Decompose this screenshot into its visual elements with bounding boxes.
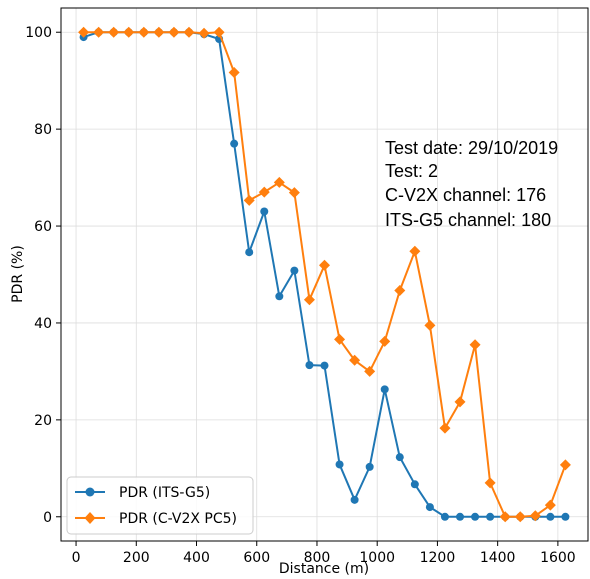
x-tick-label: 200 <box>123 550 150 566</box>
data-point <box>559 459 571 471</box>
data-point <box>364 365 376 377</box>
data-point <box>153 26 165 38</box>
data-point <box>439 422 451 434</box>
data-point <box>305 361 314 370</box>
data-point <box>319 259 330 271</box>
annotation-block: Test date: 29/10/2019 Test: 2 C-V2X chan… <box>385 138 558 230</box>
plot-frame <box>60 7 589 542</box>
legend-box <box>66 476 254 535</box>
data-point <box>243 194 255 206</box>
data-point <box>138 26 150 38</box>
x-tick-label: 400 <box>183 550 210 566</box>
x-tick-label: 0 <box>72 550 81 566</box>
legend-label-its-g5: PDR (ITS-G5) <box>119 485 210 501</box>
data-point <box>471 512 480 521</box>
data-point <box>273 176 285 188</box>
data-point <box>514 511 526 523</box>
x-tick-label: 800 <box>304 550 331 566</box>
data-point <box>379 335 391 347</box>
data-point <box>486 512 495 521</box>
data-point <box>334 333 346 345</box>
data-point <box>409 245 421 257</box>
data-point <box>213 26 225 38</box>
data-point <box>230 139 239 148</box>
y-tick-label: 0 <box>43 510 52 526</box>
data-point <box>228 66 240 78</box>
data-point <box>499 511 511 523</box>
grid <box>61 8 588 541</box>
data-point <box>245 248 254 257</box>
data-point <box>380 385 389 394</box>
y-tick-label: 60 <box>34 219 52 235</box>
data-point <box>365 462 374 471</box>
series-layer <box>78 26 571 523</box>
data-point <box>394 284 406 296</box>
annotation-line-4: ITS-G5 channel: 180 <box>385 210 551 230</box>
data-point <box>546 512 555 521</box>
legend-label-cv2x: PDR (C-V2X PC5) <box>119 511 237 527</box>
data-point <box>108 26 120 38</box>
x-tick-label: 1400 <box>480 550 516 566</box>
y-tick-label: 40 <box>34 316 52 332</box>
y-tick-label: 80 <box>34 122 52 138</box>
data-point <box>290 266 299 275</box>
data-point <box>424 319 436 331</box>
x-tick-label: 1600 <box>540 550 576 566</box>
data-point <box>183 26 195 38</box>
y-axis-title: PDR (%) <box>10 245 26 303</box>
data-point <box>410 480 419 489</box>
data-point <box>198 27 210 39</box>
data-point <box>258 186 270 198</box>
data-point <box>78 26 90 38</box>
data-point <box>561 512 570 521</box>
data-point <box>425 503 434 512</box>
y-tick-label: 20 <box>34 413 52 429</box>
data-point <box>454 396 466 408</box>
data-point <box>350 495 359 504</box>
data-point <box>395 453 404 462</box>
data-point <box>260 207 269 216</box>
data-point <box>93 26 105 38</box>
x-tick-label: 600 <box>243 550 270 566</box>
data-point <box>456 512 465 521</box>
legend: PDR (ITS-G5) PDR (C-V2X PC5) <box>66 476 254 535</box>
x-axis-title: Distance (m) <box>279 561 369 577</box>
data-point <box>544 499 556 511</box>
data-point <box>275 292 284 301</box>
data-point <box>123 26 135 38</box>
x-tick-label: 1000 <box>359 550 395 566</box>
annotation-line-2: Test: 2 <box>385 161 438 181</box>
y-tick-label: 100 <box>25 25 52 41</box>
series-cv2x <box>78 26 571 523</box>
legend-marker-its-g5 <box>85 487 95 497</box>
data-point <box>320 361 329 370</box>
data-point <box>288 187 300 199</box>
data-point <box>335 460 344 469</box>
data-point <box>529 510 541 522</box>
x-tick-label: 1200 <box>420 550 456 566</box>
data-point <box>168 26 180 38</box>
data-point <box>484 477 496 489</box>
legend-marker-cv2x <box>84 512 96 524</box>
annotation-line-1: Test date: 29/10/2019 <box>385 138 558 158</box>
data-point <box>303 294 315 306</box>
data-point <box>440 512 449 521</box>
ticks: 0 200 400 600 800 1000 1200 1400 1600 0 20 40 60 80 10… <box>25 25 575 566</box>
data-point <box>349 354 361 366</box>
plot-frame-bg <box>61 8 588 541</box>
annotation-line-3: C-V2X channel: 176 <box>385 185 546 205</box>
data-point <box>469 339 481 351</box>
